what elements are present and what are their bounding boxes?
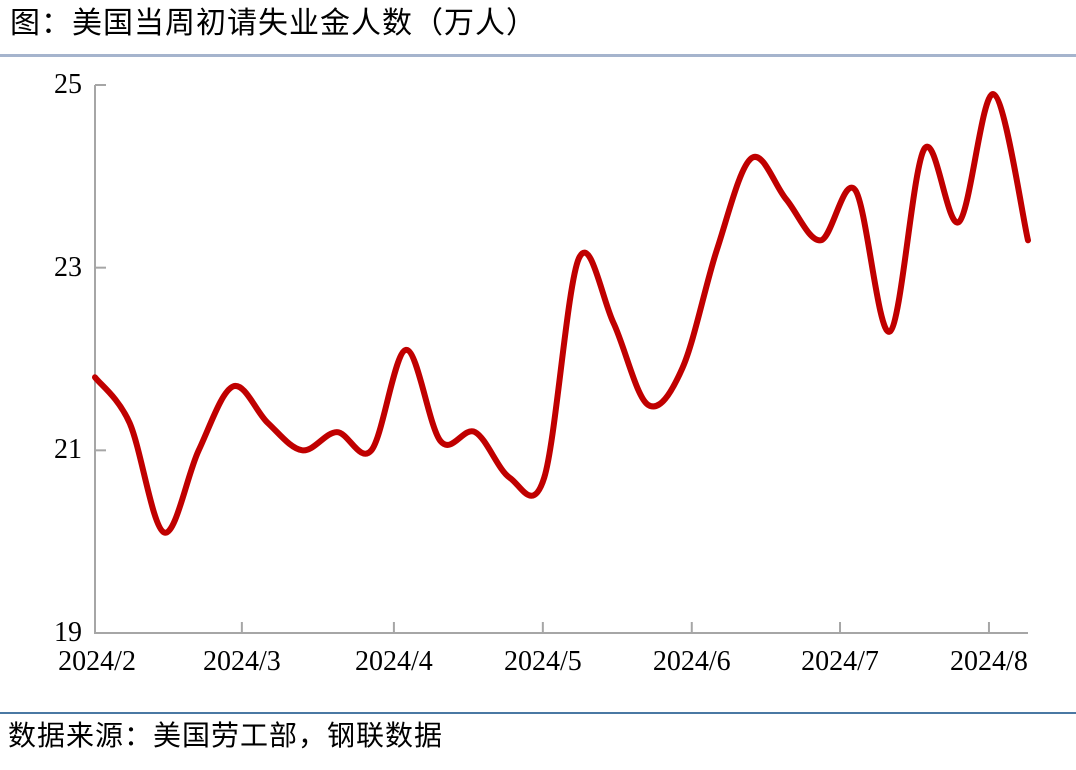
bottom-divider [0, 712, 1076, 714]
data-source: 数据来源：美国劳工部，钢联数据 [8, 721, 444, 752]
top-divider [0, 54, 1076, 57]
y-tick-label: 23 [54, 251, 82, 283]
y-tick-label: 25 [54, 69, 82, 100]
x-tick-label: 2024/6 [652, 646, 731, 677]
x-tick-label: 2024/2 [58, 646, 136, 677]
x-tick-label: 2024/4 [355, 646, 433, 677]
y-tick-label: 19 [54, 617, 82, 648]
x-tick-label: 2024/7 [801, 646, 879, 677]
x-tick-label: 2024/5 [503, 646, 582, 677]
series-line [92, 91, 1031, 536]
x-tick-label: 2024/8 [950, 646, 1028, 677]
x-tick-label: 2024/3 [202, 646, 281, 677]
chart-title: 图：美国当周初请失业金人数（万人） [10, 7, 537, 40]
y-tick-label: 21 [54, 434, 82, 466]
